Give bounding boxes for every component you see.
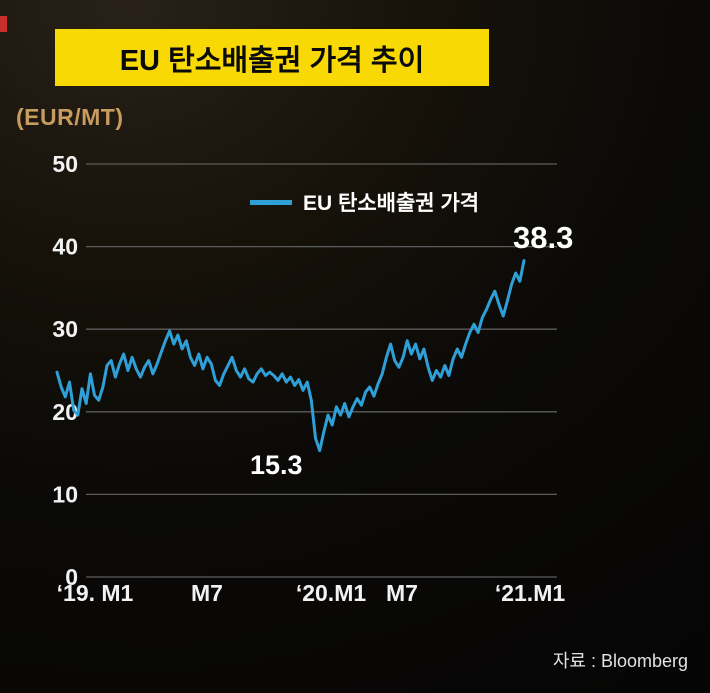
x-axis-labels: ‘19. M1 M7 ‘20.M1 M7 ‘21.M1 — [57, 580, 566, 606]
y-tick-label: 0 — [65, 564, 78, 590]
chart-title: EU 탄소배출권 가격 추이 — [119, 44, 425, 77]
chart-title-box: EU 탄소배출권 가격 추이 — [55, 29, 489, 86]
x-tick-label: ‘20.M1 — [296, 580, 367, 606]
x-tick-label: ‘19. M1 — [57, 580, 134, 606]
legend-line-swatch — [250, 199, 292, 205]
x-tick-label: ‘21.M1 — [495, 580, 566, 606]
x-tick-label: M7 — [386, 580, 418, 606]
corner-red-mark — [0, 16, 7, 32]
source-credit: 자료 : Bloomberg — [552, 651, 688, 671]
legend: EU 탄소배출권 가격 — [250, 187, 479, 217]
gridlines — [86, 163, 557, 578]
x-tick-label: M7 — [191, 580, 223, 606]
price-line-series — [55, 259, 526, 453]
legend-label: EU 탄소배출권 가격 — [303, 192, 480, 215]
y-tick-label: 30 — [52, 316, 78, 342]
annotation-min-value: 15.3 — [250, 450, 303, 480]
y-tick-label: 50 — [52, 151, 78, 177]
y-tick-label: 40 — [52, 234, 78, 260]
y-tick-label: 10 — [52, 481, 78, 507]
annotation-max-value: 38.3 — [513, 220, 574, 255]
y-axis-unit-label: (EUR/MT) — [16, 104, 124, 130]
